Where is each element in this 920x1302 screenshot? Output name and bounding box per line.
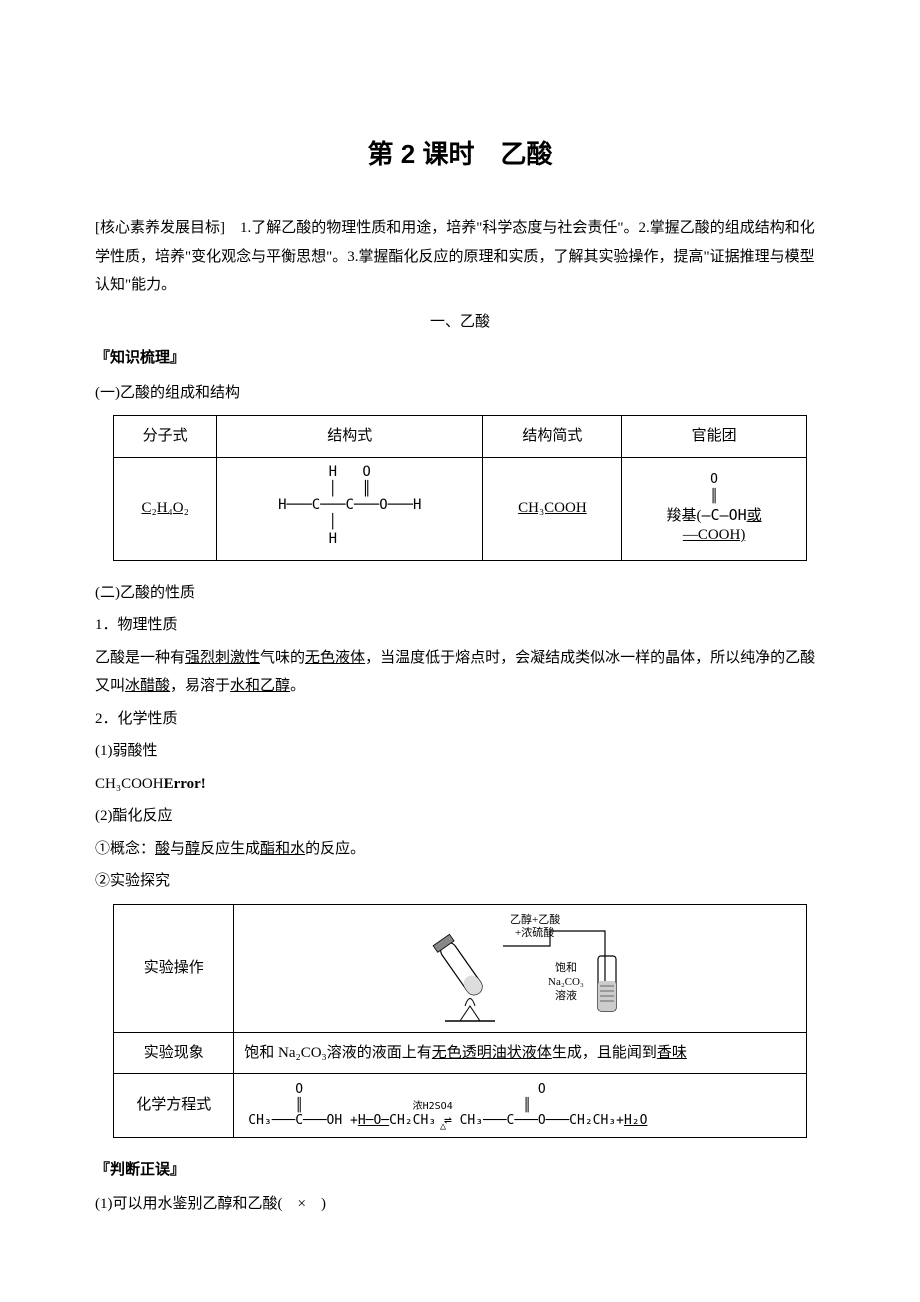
judge-section-label: 『判断正误』 bbox=[95, 1156, 825, 1185]
operation-label: 实验操作 bbox=[114, 904, 234, 1032]
th-formula: 分子式 bbox=[114, 416, 217, 458]
experiment-row-operation: 实验操作 bbox=[114, 904, 807, 1032]
equation-content: O O ║ 浓H2SO4 ║ CH₃───C───OH +H─O─CH₂CH₃ … bbox=[234, 1074, 807, 1138]
td-formula: C₂H₄O₂ bbox=[114, 457, 217, 560]
experiment-row-phenomenon: 实验现象 饱和 Na₂CO₃溶液的液面上有无色透明油状液体生成，且能闻到香味 bbox=[114, 1032, 807, 1074]
experiment-table: 实验操作 bbox=[113, 904, 807, 1138]
esterification-concept: ①概念：酸与醇反应生成酯和水的反应。 bbox=[95, 835, 825, 864]
judge-item-1: (1)可以用水鉴别乙醇和乙酸( × ) bbox=[95, 1190, 825, 1219]
lesson-title: 第 2 课时 乙酸 bbox=[95, 130, 825, 179]
molecular-formula: C₂H₄O₂ bbox=[141, 500, 188, 516]
part2-heading: (二)乙酸的性质 bbox=[95, 579, 825, 608]
th-group: 官能团 bbox=[622, 416, 806, 458]
svg-text:Na₂CO₃: Na₂CO₃ bbox=[548, 976, 584, 988]
knowledge-label: 『知识梳理』 bbox=[95, 350, 185, 366]
table-header-row: 分子式 结构式 结构简式 官能团 bbox=[114, 416, 807, 458]
knowledge-section-label: 『知识梳理』 bbox=[95, 344, 825, 373]
svg-text:溶液: 溶液 bbox=[555, 988, 577, 1002]
apparatus-diagram: 乙醇+乙酸 +浓硫酸 饱和 Na₂CO₃ 溶液 bbox=[390, 911, 650, 1026]
structure-table: 分子式 结构式 结构简式 官能团 C₂H₄O₂ H O │ ║ H───C───… bbox=[113, 415, 807, 560]
esterification-heading: (2)酯化反应 bbox=[95, 802, 825, 831]
td-group: O ║ 羧基(—C—OH或 —COOH) bbox=[622, 457, 806, 560]
physical-properties-text: 乙酸是一种有强烈刺激性气味的无色液体，当温度低于熔点时，会凝结成类似冰一样的晶体… bbox=[95, 644, 825, 701]
weak-acid-equation: CH₃COOHError! bbox=[95, 770, 825, 799]
svg-text:饱和: 饱和 bbox=[555, 960, 577, 974]
equation-label: 化学方程式 bbox=[114, 1074, 234, 1138]
experiment-heading: ②实验探究 bbox=[95, 867, 825, 896]
physical-properties-heading: 1．物理性质 bbox=[95, 611, 825, 640]
svg-text:乙醇+乙酸: 乙醇+乙酸 bbox=[510, 912, 560, 926]
part1-heading: (一)乙酸的组成和结构 bbox=[95, 379, 825, 408]
chemical-properties-heading: 2．化学性质 bbox=[95, 705, 825, 734]
judge-label: 『判断正误』 bbox=[95, 1162, 185, 1178]
condensed-formula: CH₃COOH bbox=[518, 500, 587, 516]
th-simple: 结构简式 bbox=[483, 416, 622, 458]
experiment-row-equation: 化学方程式 O O ║ 浓H2SO4 ║ CH₃───C───OH +H─O─C… bbox=[114, 1074, 807, 1138]
weak-acid-heading: (1)弱酸性 bbox=[95, 737, 825, 766]
th-structure: 结构式 bbox=[217, 416, 483, 458]
operation-diagram-cell: 乙醇+乙酸 +浓硫酸 饱和 Na₂CO₃ 溶液 bbox=[234, 904, 807, 1032]
svg-text:+浓硫酸: +浓硫酸 bbox=[515, 925, 554, 939]
chemical-equation: O O ║ 浓H2SO4 ║ CH₃───C───OH +H─O─CH₂CH₃ … bbox=[238, 1082, 802, 1129]
structural-formula: H O │ ║ H───C───C───O───H │ H bbox=[278, 464, 421, 548]
intro-paragraph: [核心素养发展目标] 1.了解乙酸的物理性质和用途，培养"科学态度与社会责任"。… bbox=[95, 214, 825, 300]
td-structure: H O │ ║ H───C───C───O───H │ H bbox=[217, 457, 483, 560]
functional-group: O ║ 羧基(—C—OH或 —COOH) bbox=[628, 472, 799, 546]
section-heading: 一、乙酸 bbox=[95, 308, 825, 337]
phenomenon-label: 实验现象 bbox=[114, 1032, 234, 1074]
phenomenon-text: 饱和 Na₂CO₃溶液的液面上有无色透明油状液体生成，且能闻到香味 bbox=[234, 1032, 807, 1074]
table-data-row: C₂H₄O₂ H O │ ║ H───C───C───O───H │ H CH₃… bbox=[114, 457, 807, 560]
td-simple: CH₃COOH bbox=[483, 457, 622, 560]
